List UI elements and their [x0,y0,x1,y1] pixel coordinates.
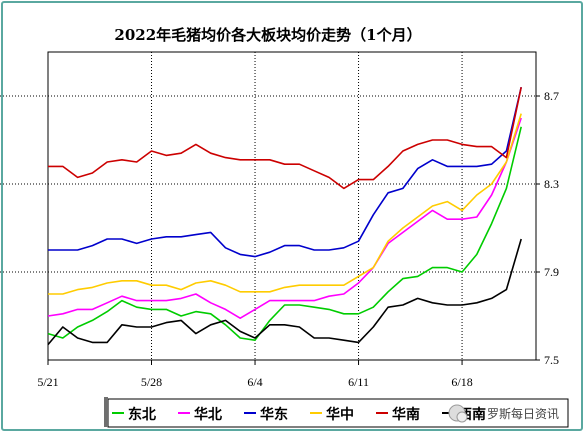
legend-label: 华南 [392,406,420,423]
legend-shadow [104,397,108,427]
x-tick-label: 5/28 [141,375,162,389]
plot-area [47,51,537,361]
series-line-6 [47,238,522,346]
grid-lines [0,52,536,360]
watermark-text: 罗斯每日资讯 [487,406,559,421]
series-line-3 [48,87,522,258]
series-line-2 [47,117,522,320]
series-lines [47,87,522,346]
legend: 东北 华北 华东 华中 华南 西南 [112,406,486,423]
chart-title: 2022年毛猪均价各大板块均价走势（1个月） [114,26,421,44]
wechat-icon-bubble [456,411,468,423]
legend-label: 东北 [128,406,156,423]
y-axis-ticks: 7.5 7.9 8.3 8.7 [536,89,559,367]
x-tick-label: 6/4 [247,375,262,389]
y-tick-label: 7.5 [544,353,559,367]
watermark: 罗斯每日资讯 [448,404,559,423]
y-tick-label: 8.7 [544,89,559,103]
y-tick-label: 8.3 [544,177,559,191]
series-line-5 [48,87,522,190]
x-tick-label: 5/21 [37,375,58,389]
legend-label: 华东 [260,406,288,423]
y-tick-label: 7.9 [544,265,559,279]
series-line-4 [48,113,522,295]
x-tick-label: 6/18 [451,375,472,389]
series-line-1 [47,126,522,342]
x-axis-ticks: 5/21 5/28 6/4 6/11 6/18 [37,360,473,389]
x-tick-label: 6/11 [348,375,369,389]
legend-label: 华中 [326,406,354,423]
legend-label: 华北 [194,406,222,423]
